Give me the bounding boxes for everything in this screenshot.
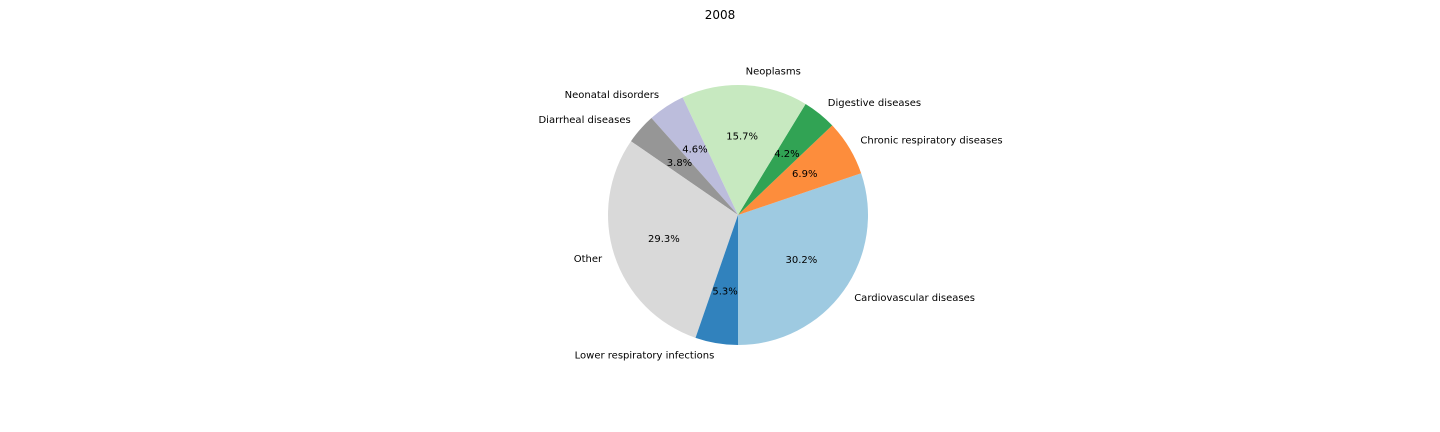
pie-slice-neonatal-disorders: [651, 97, 738, 215]
slice-label: Neoplasms: [746, 67, 801, 78]
percentage-label: 4.2%: [774, 149, 799, 160]
percentage-labels: 30.2% 6.9% 4.2% 15.7% 4.6% 3.8% 29.3% 5.3%: [648, 132, 817, 298]
percentage-label: 30.2%: [785, 255, 817, 266]
pie-slices: [608, 85, 869, 345]
slice-label: Lower respiratory infections: [575, 351, 715, 362]
percentage-label: 15.7%: [726, 132, 758, 143]
slice-label: Digestive diseases: [828, 98, 921, 109]
percentage-label: 3.8%: [667, 158, 692, 169]
slice-label: Cardiovascular diseases: [854, 293, 975, 304]
pie-slice-cardiovascular-diseases: [738, 173, 869, 345]
slice-labels: Cardiovascular diseases Chronic respirato…: [538, 67, 1002, 362]
percentage-label: 6.9%: [792, 169, 817, 180]
slice-label: Chronic respiratory diseases: [860, 136, 1002, 147]
pie-slice-other: [608, 141, 738, 338]
slice-label: Diarrheal diseases: [538, 115, 630, 126]
pie-slice-diarrheal-diseases: [630, 118, 738, 215]
percentage-label: 4.6%: [682, 144, 707, 155]
pie-slice-neoplasms: [682, 85, 806, 215]
slice-label: Neonatal disorders: [565, 90, 659, 101]
chart-title: 2008: [705, 8, 736, 22]
pie-slice-chronic-respiratory-diseases: [738, 125, 862, 215]
pie-slice-digestive-diseases: [738, 103, 833, 215]
percentage-label: 29.3%: [648, 234, 680, 245]
pie-slice-lower-respiratory-infections: [695, 215, 738, 345]
slice-label: Other: [574, 254, 603, 265]
percentage-label: 5.3%: [712, 286, 737, 297]
